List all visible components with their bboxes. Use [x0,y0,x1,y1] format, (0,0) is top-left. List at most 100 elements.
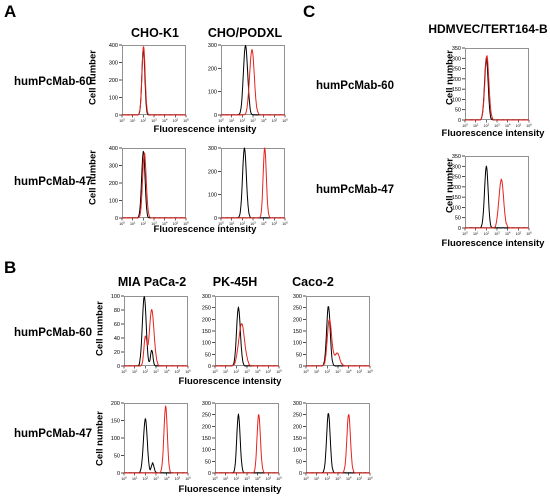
y-tick-label: 300 [109,61,118,67]
y-tick-label: 80 [114,308,120,314]
x-tick-label: 104 [346,369,352,375]
x-axis-label-b-top: Fluorescence intensity [178,376,282,387]
x-tick-label: 106 [282,221,288,227]
x-tick-label: 106 [282,118,288,124]
y-tick-label: 100 [202,448,211,454]
x-tick-label: 106 [526,123,532,129]
y-tick-label: 100 [111,436,120,442]
y-tick-label: 0 [117,471,120,477]
x-tick-label: 100 [119,221,125,227]
plot-frame [124,403,188,473]
y-tick-label: 50 [455,216,461,222]
y-tick-label: 400 [109,43,118,49]
x-tick-label: 104 [261,221,267,227]
x-tick-label: 102 [143,369,149,375]
y-tick-label: 0 [208,364,211,370]
y-tick-label: 150 [202,329,211,335]
plot-frame [465,48,529,120]
x-tick-label: 102 [240,118,246,124]
y-tick-label: 100 [293,448,302,454]
y-tick-label: 100 [452,97,461,103]
x-tick-label: 103 [335,476,341,482]
x-tick-label: 101 [473,123,479,129]
y-tick-label: 20 [114,350,120,356]
x-tick-label: 106 [367,369,373,375]
y-tick-label: 400 [109,146,118,152]
x-tick-label: 103 [494,123,500,129]
row-label-a-humpcmab-60: humPcMab-60 [14,76,92,88]
x-tick-label: 106 [185,369,191,375]
y-axis-label-b-bottom: Cell number [94,411,106,466]
col-title-pk-45h: PK-45H [212,275,258,289]
y-tick-label: 0 [299,364,302,370]
x-tick-label: 101 [314,369,320,375]
x-tick-label: 100 [303,476,309,482]
x-tick-label: 102 [325,369,331,375]
y-tick-label: 100 [293,341,302,347]
y-tick-label: 100 [452,205,461,211]
y-tick-label: 300 [208,43,217,49]
x-tick-label: 106 [276,369,282,375]
x-tick-label: 101 [229,221,235,227]
histogram-b-caco-2-humpcmab-60: 0 50 100 150 200 250 300 100 101 102 103 104 105 106 [293,294,373,374]
x-tick-label: 101 [473,231,479,237]
y-tick-label: 40 [114,336,120,342]
y-tick-label: 100 [208,193,217,199]
y-tick-label: 200 [202,317,211,323]
y-tick-label: 50 [455,108,461,114]
antibody-histogram-line [214,414,280,474]
y-tick-label: 150 [202,436,211,442]
y-tick-label: 300 [293,294,302,300]
x-tick-label: 104 [261,118,267,124]
x-tick-label: 105 [173,221,179,227]
y-tick-label: 300 [452,56,461,62]
x-tick-label: 102 [484,231,490,237]
x-tick-label: 100 [119,118,125,124]
antibody-histogram-line [214,323,280,367]
y-tick-label: 200 [293,424,302,430]
x-tick-label: 106 [183,118,189,124]
x-tick-label: 106 [183,221,189,227]
x-tick-label: 101 [130,221,136,227]
y-tick-label: 200 [109,181,118,187]
control-histogram-line [214,413,280,474]
antibody-histogram-line [121,46,187,116]
x-tick-label: 106 [367,476,373,482]
control-histogram-line [123,418,189,474]
histogram-b-mia-paca-2-humpcmab-47: 0 50 100 150 200 100 101 102 103 104 105 106 [111,401,191,481]
x-tick-label: 103 [250,221,256,227]
antibody-histogram-line [464,55,530,121]
histogram-c-hdmvec-humpcmab-47: 0 50 100 150 200 250 300 350 100 101 102 103 104 105 1… [452,154,532,236]
antibody-histogram-line [305,414,371,474]
y-axis-label-a-bottom: Cell number [87,150,99,205]
y-tick-label: 0 [115,216,118,222]
x-tick-label: 102 [240,221,246,227]
antibody-histogram-line [464,178,530,229]
x-tick-label: 101 [229,118,235,124]
y-tick-label: 300 [208,146,217,152]
x-tick-label: 103 [153,476,159,482]
x-tick-label: 104 [164,369,170,375]
x-tick-label: 105 [272,221,278,227]
y-tick-label: 200 [109,78,118,84]
antibody-histogram-line [220,147,286,219]
plot-frame [221,148,285,218]
y-tick-label: 250 [202,306,211,312]
x-tick-label: 102 [141,118,147,124]
antibody-histogram-line [220,48,286,116]
control-histogram-line [121,47,187,116]
y-tick-label: 0 [299,471,302,477]
x-tick-label: 102 [234,369,240,375]
row-label-b-humpcmab-47: humPcMab-47 [14,428,92,440]
y-tick-label: 60 [114,322,120,328]
y-tick-label: 0 [214,113,217,119]
x-tick-label: 104 [162,221,168,227]
x-tick-label: 100 [303,369,309,375]
x-tick-label: 100 [218,118,224,124]
histogram-b-pk-45h-humpcmab-60: 0 50 100 150 200 250 300 100 101 102 103 104 105 106 [202,294,282,374]
y-tick-label: 300 [109,164,118,170]
x-tick-label: 104 [162,118,168,124]
